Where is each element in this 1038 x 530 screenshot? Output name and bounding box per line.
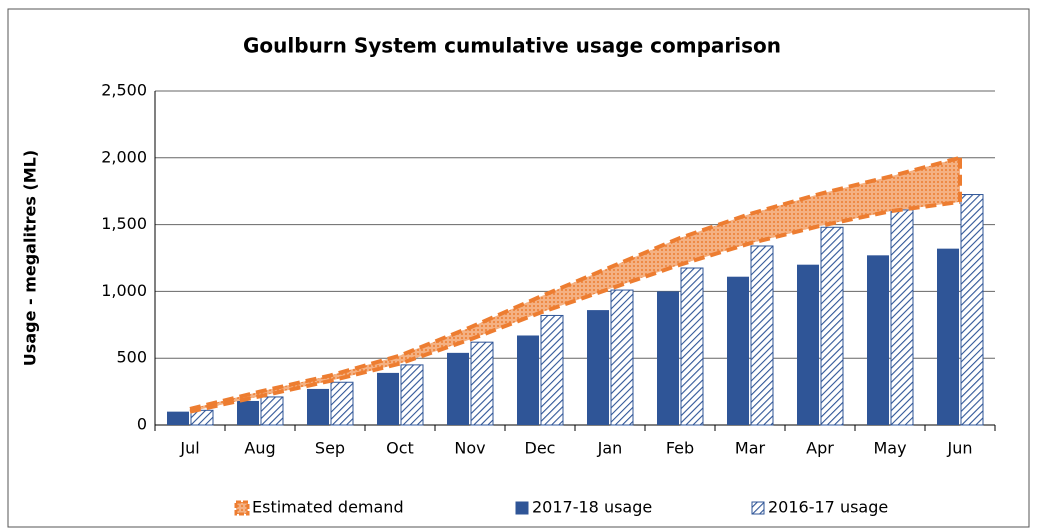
bar	[937, 248, 959, 425]
x-tick-label: Aug	[244, 439, 275, 458]
bar	[867, 255, 889, 425]
x-tick-label: Sep	[315, 439, 345, 458]
x-tick-label: Dec	[525, 439, 556, 458]
chart-title: Goulburn System cumulative usage compari…	[243, 34, 781, 58]
bar	[540, 314, 564, 426]
y-tick-label: 2,500	[101, 81, 147, 100]
bar	[587, 310, 609, 425]
band-edge	[189, 199, 961, 414]
x-tick-label: Oct	[386, 439, 414, 458]
x-tick-label: Apr	[806, 439, 834, 458]
bar	[657, 291, 679, 425]
x-tick-label: Mar	[735, 439, 766, 458]
x-tick-label: Jan	[597, 439, 623, 458]
legend-label: 2016-17 usage	[768, 498, 888, 517]
frame	[7, 8, 1030, 528]
x-tick-label: May	[873, 439, 906, 458]
legend-swatch	[751, 501, 765, 515]
band-area	[190, 157, 960, 412]
bar	[377, 372, 399, 425]
bar	[820, 226, 844, 426]
y-tick-label: 2,000	[101, 147, 147, 166]
legend-swatch	[234, 500, 250, 516]
bar	[307, 388, 329, 425]
bar	[680, 267, 704, 426]
x-tick-label: Jul	[179, 439, 199, 458]
x-tick-label: Jun	[947, 439, 973, 458]
bar	[260, 396, 284, 426]
bar	[750, 245, 774, 426]
legend-label: 2017-18 usage	[532, 498, 652, 517]
legend-swatch	[515, 501, 529, 515]
bar	[890, 209, 914, 426]
bar	[237, 400, 259, 425]
bar	[400, 364, 424, 426]
bar	[330, 381, 354, 426]
y-tick-label: 0	[137, 415, 147, 434]
bar	[447, 352, 469, 425]
bar	[610, 289, 634, 426]
bar	[797, 264, 819, 425]
bar	[727, 276, 749, 425]
y-tick-label: 1,000	[101, 281, 147, 300]
y-tick-label: 1,500	[101, 214, 147, 233]
x-tick-label: Nov	[454, 439, 485, 458]
bar	[960, 194, 984, 426]
legend-label: Estimated demand	[252, 498, 404, 517]
bar	[470, 341, 494, 426]
x-tick-label: Feb	[666, 439, 694, 458]
y-tick-label: 500	[116, 348, 147, 367]
bar	[190, 409, 214, 426]
bar	[517, 335, 539, 425]
bar	[167, 411, 189, 425]
y-axis-label: Usage - megalitres (ML)	[21, 150, 40, 366]
